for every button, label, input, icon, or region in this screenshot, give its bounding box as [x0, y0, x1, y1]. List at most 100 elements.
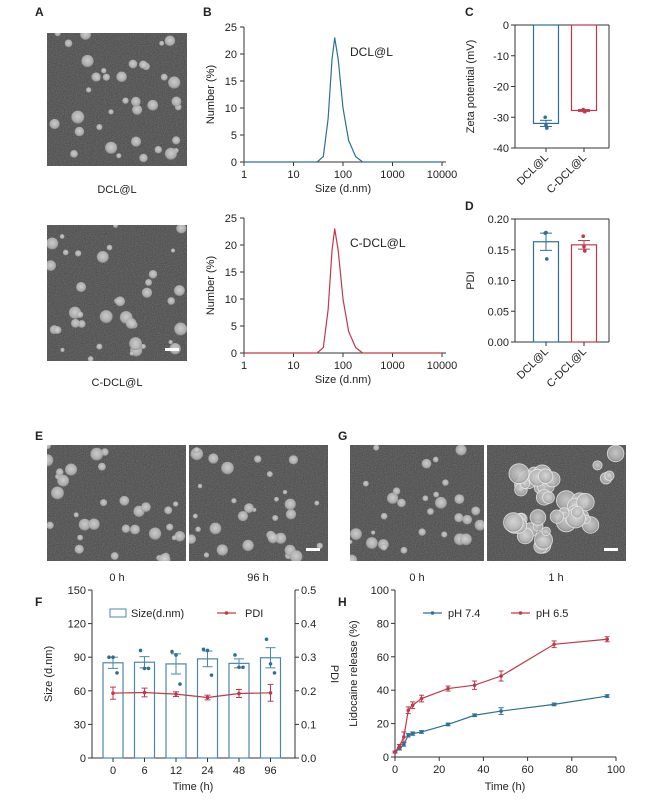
y2-tick-label: 0.2 [301, 686, 316, 698]
data-point [107, 655, 111, 659]
y-tick-label: 0 [231, 348, 237, 360]
particle [433, 492, 439, 498]
particle [75, 127, 85, 137]
particle [171, 248, 175, 252]
particle [142, 288, 152, 298]
x-tick-label: 10 [287, 360, 299, 372]
particle [116, 153, 121, 158]
series-line [395, 696, 607, 752]
y-tick-label: 25 [225, 213, 237, 225]
y-tick-label: 10 [225, 103, 237, 115]
data-point [544, 231, 548, 235]
y-tick-label: 0 [80, 753, 86, 765]
particle [231, 498, 236, 503]
data-point [411, 732, 415, 736]
particle [129, 60, 138, 69]
panel-label: E [35, 429, 43, 443]
particle [172, 136, 180, 144]
particle [174, 285, 185, 296]
micrograph-noise [47, 445, 186, 561]
y-tick-label: -40 [493, 143, 509, 155]
particle [70, 150, 78, 158]
particle [422, 459, 432, 469]
particle [149, 270, 158, 279]
particle [74, 512, 79, 517]
particle [422, 495, 428, 501]
particle [198, 484, 203, 489]
particle [348, 540, 352, 544]
particle [60, 234, 65, 239]
particle [122, 524, 130, 532]
pdi-point [237, 692, 241, 696]
particle [65, 464, 77, 476]
series-line [395, 639, 607, 752]
particle [88, 519, 99, 530]
particle [274, 497, 279, 502]
x-tick-label: C-DCL@L [545, 346, 589, 390]
data-point [605, 694, 609, 698]
bar [572, 245, 597, 342]
particle [145, 279, 152, 286]
y-axis-label: PDI [465, 271, 477, 289]
x-tick-label: DCL@L [515, 346, 551, 382]
scale-bar [306, 548, 320, 551]
data-point [545, 257, 549, 261]
y-tick-label: 40 [377, 685, 389, 697]
x-tick-label: 0 [392, 764, 398, 776]
particle [204, 552, 209, 557]
particle [397, 499, 406, 508]
y-tick-label: 150 [68, 585, 86, 597]
scale-bar [604, 548, 618, 551]
legend-marker [225, 611, 229, 615]
scale-bar [165, 348, 179, 351]
data-point [233, 653, 237, 657]
data-point [420, 697, 424, 701]
particle [149, 527, 161, 539]
particle [141, 502, 151, 512]
x-tick-label: 10000 [427, 169, 458, 181]
particle [455, 444, 466, 455]
y-axis-label: Size (d.nm) [43, 646, 55, 702]
particle [195, 527, 201, 533]
micrograph-dcl-l [47, 29, 187, 166]
y-tick-label: 80 [377, 618, 389, 630]
particle [244, 503, 254, 513]
data-point [178, 682, 182, 686]
legend-swatch-size [110, 609, 126, 617]
micrograph-e-96h [186, 445, 328, 563]
particle [168, 76, 180, 88]
micrograph-caption: 0 h [109, 572, 124, 584]
y-tick-label: 0 [503, 20, 509, 32]
particle [538, 469, 552, 483]
x-tick-label: 1000 [380, 360, 404, 372]
bar [534, 242, 559, 342]
particle [435, 497, 447, 509]
x-tick-label: 10000 [427, 360, 458, 372]
particle [475, 520, 486, 531]
y-tick-label: 60 [377, 652, 389, 664]
y-tick-label: 0.00 [488, 337, 509, 349]
panel-label: H [338, 595, 347, 609]
particle [509, 464, 529, 484]
particle [75, 545, 84, 554]
data-point [402, 735, 406, 739]
y-tick-label: 5 [231, 321, 237, 333]
particle [159, 554, 171, 566]
data-point [111, 655, 115, 659]
panel-label: B [203, 5, 212, 19]
y-tick-label: 60 [74, 686, 86, 698]
particle [238, 511, 248, 521]
particle [108, 109, 113, 114]
x-tick-label: 48 [233, 765, 245, 777]
data-point [210, 673, 214, 677]
particle [381, 544, 388, 551]
data-point [147, 667, 151, 671]
data-point [446, 723, 450, 727]
particle [346, 555, 357, 566]
legend-label: Size(d.nm) [131, 608, 184, 620]
legend: Size(d.nm)PDI [110, 608, 263, 620]
